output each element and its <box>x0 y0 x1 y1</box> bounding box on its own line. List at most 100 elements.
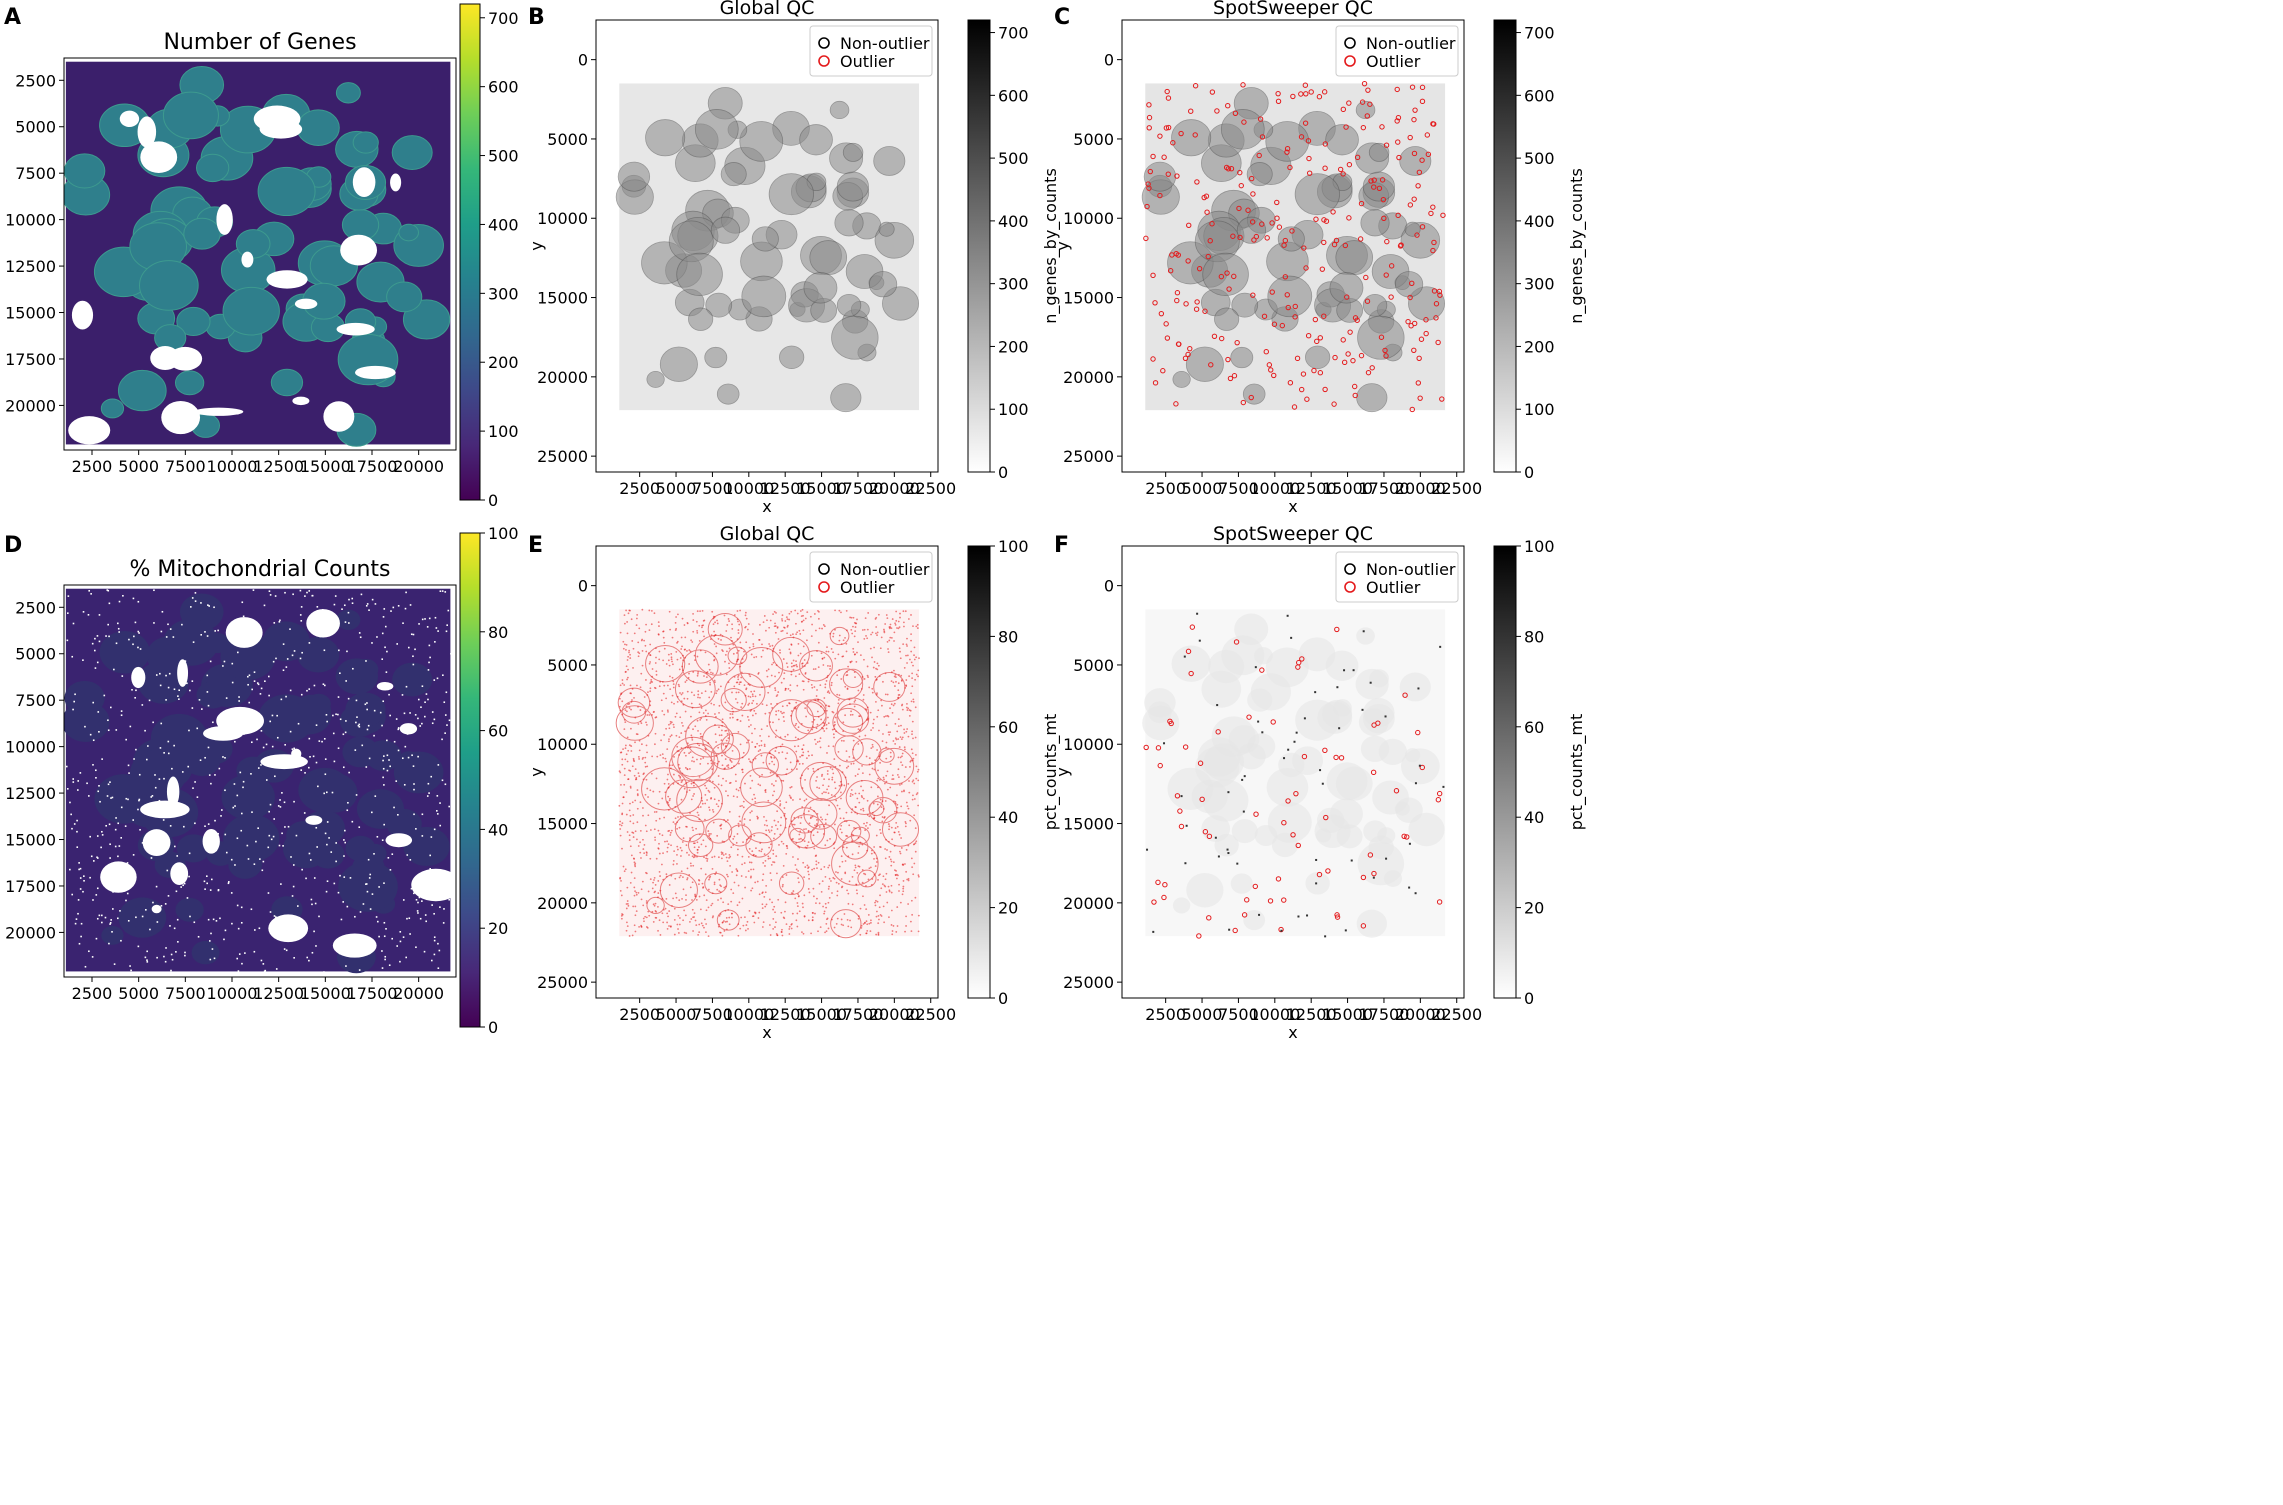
outlier-point <box>745 688 748 691</box>
outlier-point <box>738 815 741 818</box>
tissue-lobule <box>704 872 728 895</box>
sparse-spot <box>347 611 350 614</box>
outlier-point <box>1311 367 1317 374</box>
outlier-point <box>701 924 704 927</box>
outlier-point <box>671 694 674 697</box>
outlier-point <box>899 852 902 855</box>
outlier-point <box>795 760 798 763</box>
outlier-point <box>691 908 694 911</box>
sparse-spot <box>375 916 378 918</box>
outlier-point <box>844 636 846 639</box>
sparse-spot <box>315 724 318 726</box>
sparse-spot <box>338 649 340 652</box>
outlier-point <box>696 841 699 844</box>
legend-label: Outlier <box>1366 578 1421 597</box>
outlier-point <box>713 643 716 645</box>
outlier-point <box>881 816 884 818</box>
outlier-point <box>699 718 702 721</box>
outlier-point <box>700 843 703 846</box>
sparse-spot <box>225 851 228 854</box>
outlier-point <box>1187 345 1193 352</box>
outlier-point <box>873 873 876 876</box>
outlier-point <box>666 921 668 924</box>
outlier-point <box>748 684 751 687</box>
outlier-point <box>893 631 896 634</box>
sparse-spot <box>89 733 92 736</box>
outlier-point <box>905 811 908 814</box>
x-tick-label: 20000 <box>869 479 920 498</box>
outlier-point <box>692 782 695 784</box>
outlier-point <box>917 675 919 678</box>
tissue-lobule <box>221 774 275 820</box>
dark-spot <box>1241 778 1244 781</box>
outlier-point <box>767 829 770 832</box>
outlier-point <box>813 686 816 688</box>
tissue-lobule <box>1278 752 1305 778</box>
outlier-point <box>786 847 789 850</box>
sparse-spot <box>66 639 69 642</box>
outlier-point <box>851 713 854 716</box>
outlier-point <box>827 792 830 795</box>
outlier-point <box>729 716 732 719</box>
outlier-point <box>644 761 647 764</box>
outlier-point <box>773 756 776 759</box>
sparse-spot <box>283 948 286 950</box>
outlier-point <box>710 671 712 674</box>
outlier-point <box>806 611 809 613</box>
outlier-point <box>790 820 793 823</box>
outlier-point <box>676 750 679 753</box>
outlier-point <box>624 747 627 750</box>
sparse-spot <box>291 748 294 750</box>
sparse-spot <box>387 856 390 859</box>
outlier-point <box>799 822 802 825</box>
outlier-point <box>1322 386 1328 393</box>
outlier-point <box>743 684 746 687</box>
outlier-point <box>910 692 913 695</box>
outlier-point <box>844 714 847 717</box>
sparse-spot <box>191 597 194 599</box>
outlier-point <box>649 661 652 663</box>
outlier-point <box>711 902 714 905</box>
outlier-point <box>779 649 781 652</box>
outlier-point <box>801 608 804 611</box>
outlier-point <box>790 785 793 788</box>
tissue-lobule <box>1186 872 1224 908</box>
outlier-point <box>775 855 778 858</box>
outlier-point <box>1419 84 1426 91</box>
tissue-lobule <box>1356 383 1388 413</box>
outlier-point <box>857 728 860 731</box>
y-tick-label: 5000 <box>1073 656 1114 675</box>
outlier-point <box>773 837 775 840</box>
outlier-point <box>627 612 630 615</box>
outlier-point <box>835 881 838 884</box>
sparse-spot <box>253 671 256 673</box>
sparse-spot <box>262 746 265 749</box>
outlier-point <box>760 754 763 757</box>
outlier-point <box>816 819 818 821</box>
sparse-spot <box>199 759 202 762</box>
outlier-point <box>1218 335 1225 342</box>
outlier-point <box>653 904 656 907</box>
sparse-spot <box>260 764 262 766</box>
sparse-spot <box>341 608 343 610</box>
tissue-lobule <box>810 823 838 849</box>
sparse-spot <box>95 776 97 779</box>
tissue-lobule <box>1363 698 1395 728</box>
outlier-point <box>698 895 701 898</box>
outlier-point <box>672 859 675 862</box>
outlier-point <box>748 847 751 850</box>
outlier-point <box>740 706 743 708</box>
outlier-point <box>811 842 814 845</box>
outlier-point <box>704 715 707 717</box>
outlier-point <box>772 784 775 787</box>
outlier-point <box>749 819 751 821</box>
outlier-point <box>823 730 826 732</box>
dark-spot <box>1196 612 1199 615</box>
sparse-spot <box>219 917 221 920</box>
outlier-point <box>1208 362 1214 368</box>
outlier-point <box>830 880 832 882</box>
sparse-spot <box>435 627 438 629</box>
outlier-point <box>810 683 813 686</box>
sparse-spot <box>365 605 368 607</box>
y-tick-label: 20000 <box>5 923 56 942</box>
